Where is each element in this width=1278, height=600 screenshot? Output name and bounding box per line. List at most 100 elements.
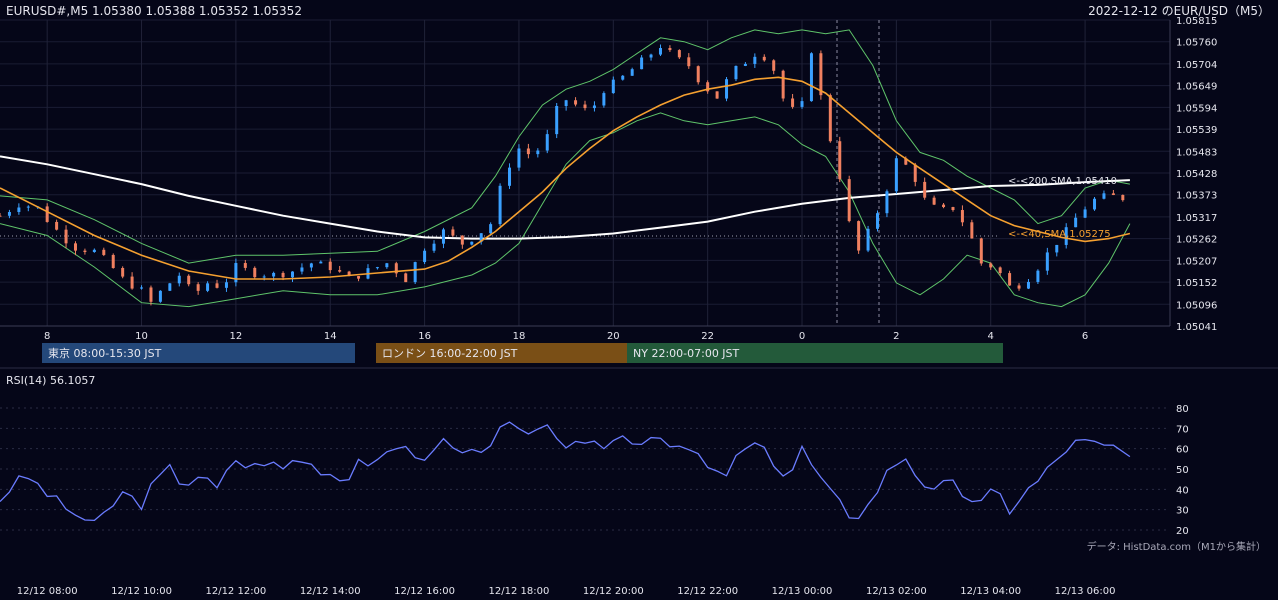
candle-body-down bbox=[913, 164, 917, 182]
candle-body-up bbox=[375, 267, 379, 269]
candle-body-up bbox=[489, 224, 493, 234]
price-y-tick-label: 1.05539 bbox=[1176, 125, 1217, 136]
source-note: データ: HistData.com（M1から集計） bbox=[1087, 540, 1266, 553]
candle-body-up bbox=[1074, 217, 1078, 228]
candle-body-up bbox=[92, 249, 96, 253]
price-y-tick-label: 1.05594 bbox=[1176, 103, 1217, 114]
price-x-tick-label: 0 bbox=[799, 331, 805, 342]
candle-body-down bbox=[121, 268, 125, 277]
candle-body-down bbox=[1121, 195, 1125, 201]
price-y-tick-label: 1.05262 bbox=[1176, 235, 1217, 246]
candle-body-up bbox=[809, 53, 813, 102]
candle-body-down bbox=[55, 221, 59, 230]
rsi-y-tick-label: 20 bbox=[1176, 526, 1189, 537]
rsi-x-tick-label: 12/12 20:00 bbox=[583, 586, 644, 597]
price-y-tick-label: 1.05815 bbox=[1176, 16, 1217, 27]
candle-body-down bbox=[64, 229, 68, 244]
candle-body-down bbox=[45, 206, 49, 222]
candle-body-down bbox=[932, 197, 936, 205]
price-y-tick-label: 1.05317 bbox=[1176, 213, 1217, 224]
candle-body-down bbox=[979, 238, 983, 264]
rsi-y-tick-label: 60 bbox=[1176, 445, 1189, 456]
session-london-label: ロンドン 16:00-22:00 JST bbox=[382, 347, 518, 360]
candle-body-down bbox=[1008, 273, 1012, 286]
rsi-x-tick-label: 12/13 04:00 bbox=[960, 586, 1021, 597]
candle-body-up bbox=[658, 48, 662, 55]
candle-body-up bbox=[385, 263, 389, 268]
candle-body-up bbox=[517, 148, 521, 168]
price-y-tick-label: 1.05760 bbox=[1176, 38, 1217, 49]
candle-body-down bbox=[338, 270, 342, 272]
price-x-tick-label: 20 bbox=[607, 331, 620, 342]
candle-body-up bbox=[498, 185, 502, 225]
candle-body-down bbox=[111, 254, 115, 269]
candle-body-up bbox=[508, 167, 512, 186]
rsi-x-tick-label: 12/12 16:00 bbox=[394, 586, 455, 597]
candle-body-down bbox=[526, 148, 530, 155]
candle-body-up bbox=[413, 262, 417, 283]
candle-body-down bbox=[838, 141, 842, 180]
sma40-line bbox=[0, 76, 1131, 280]
rsi-y-ticks: 80 70 60 50 40 30 20 bbox=[1176, 404, 1189, 537]
candle-body-up bbox=[224, 282, 228, 288]
candlestick-series bbox=[0, 44, 1125, 306]
candle-body-up bbox=[470, 241, 474, 245]
candle-body-up bbox=[1055, 244, 1059, 253]
candle-body-up bbox=[800, 101, 804, 107]
candle-body-up bbox=[640, 57, 644, 70]
candle-body-down bbox=[781, 70, 785, 99]
price-y-tick-label: 1.05483 bbox=[1176, 147, 1217, 158]
candle-body-down bbox=[347, 271, 351, 277]
candle-body-down bbox=[923, 181, 927, 198]
rsi-x-tick-label: 12/12 12:00 bbox=[205, 586, 266, 597]
candle-body-down bbox=[130, 276, 134, 289]
candle-body-down bbox=[998, 267, 1002, 274]
rsi-x-ticks: 12/12 08:00 12/12 10:00 12/12 12:00 12/12 1… bbox=[17, 586, 1116, 597]
candle-body-down bbox=[574, 100, 578, 105]
price-y-tick-label: 1.05428 bbox=[1176, 169, 1217, 180]
price-x-tick-label: 12 bbox=[230, 331, 243, 342]
candle-body-down bbox=[772, 60, 776, 71]
candle-body-down bbox=[951, 207, 955, 211]
candle-body-up bbox=[300, 267, 304, 272]
rsi-x-tick-label: 12/12 08:00 bbox=[17, 586, 78, 597]
candle-body-up bbox=[140, 287, 144, 289]
price-x-ticks: 8 10 12 14 16 18 20 22 0 2 4 6 bbox=[44, 331, 1088, 342]
candle-body-down bbox=[73, 243, 77, 251]
rsi-x-tick-label: 12/12 22:00 bbox=[677, 586, 738, 597]
candle-body-up bbox=[611, 79, 615, 94]
price-y-tick-label: 1.05041 bbox=[1176, 322, 1217, 333]
candle-body-up bbox=[158, 290, 162, 302]
rsi-y-tick-label: 70 bbox=[1176, 424, 1189, 435]
candle-body-down bbox=[394, 263, 398, 274]
candle-body-up bbox=[177, 275, 181, 284]
candle-body-down bbox=[404, 273, 408, 283]
candle-body-down bbox=[149, 287, 153, 302]
candle-body-down bbox=[253, 267, 257, 278]
candle-body-down bbox=[857, 221, 861, 251]
price-x-tick-label: 14 bbox=[324, 331, 337, 342]
price-y-tick-label: 1.05152 bbox=[1176, 278, 1217, 289]
rsi-x-tick-label: 12/13 02:00 bbox=[866, 586, 927, 597]
candle-body-up bbox=[17, 207, 21, 212]
candle-body-down bbox=[696, 66, 700, 83]
candle-body-up bbox=[272, 272, 276, 277]
candle-body-down bbox=[196, 284, 200, 291]
price-y-tick-label: 1.05649 bbox=[1176, 82, 1217, 93]
candle-body-down bbox=[819, 53, 823, 96]
candle-body-up bbox=[1045, 252, 1049, 271]
candle-body-down bbox=[828, 95, 832, 142]
price-x-tick-label: 2 bbox=[893, 331, 899, 342]
candle-body-up bbox=[555, 106, 559, 135]
candle-body-up bbox=[1083, 209, 1087, 218]
price-y-tick-label: 1.05096 bbox=[1176, 300, 1217, 311]
candle-body-up bbox=[545, 134, 549, 151]
candle-body-down bbox=[451, 229, 455, 236]
sma200-line bbox=[0, 155, 1130, 240]
candle-body-up bbox=[592, 105, 596, 109]
rsi-y-tick-label: 30 bbox=[1176, 506, 1189, 517]
candle-body-up bbox=[564, 100, 568, 107]
candle-body-up bbox=[26, 206, 30, 208]
session-tokyo bbox=[42, 343, 355, 363]
